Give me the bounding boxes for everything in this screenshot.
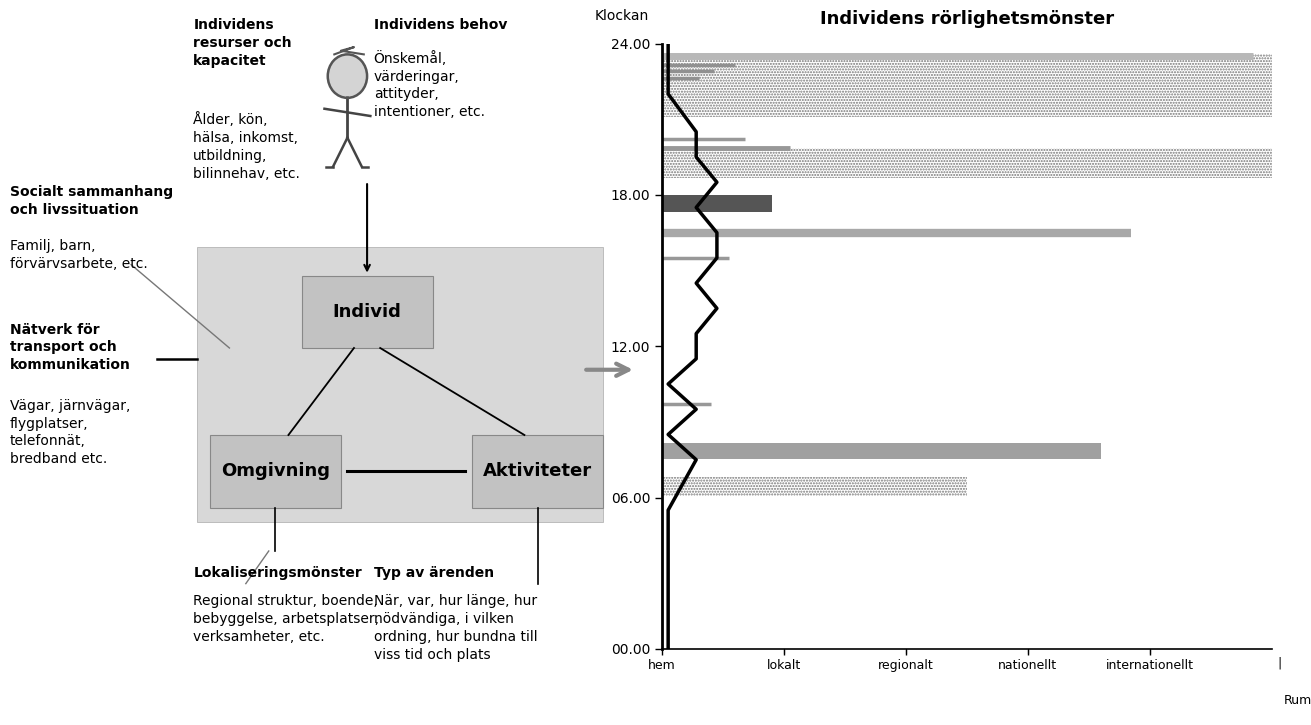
Text: Individens behov: Individens behov xyxy=(374,18,507,32)
Bar xyxy=(472,435,603,508)
Text: När, var, hur länge, hur
nödvändiga, i vilken
ordning, hur bundna till
viss tid : När, var, hur länge, hur nödvändiga, i v… xyxy=(374,594,538,662)
Text: Vägar, järnvägar,
flygplatser,
telefonnät,
bredband etc.: Vägar, järnvägar, flygplatser, telefonnä… xyxy=(10,399,130,466)
Text: Lokaliseringsmönster: Lokaliseringsmönster xyxy=(194,566,362,579)
Bar xyxy=(302,276,433,348)
Text: |: | xyxy=(1278,656,1282,669)
Bar xyxy=(662,477,968,497)
Text: Typ av ärenden: Typ av ärenden xyxy=(374,566,494,579)
Text: Individ: Individ xyxy=(333,303,401,320)
Text: Regional struktur, boende,
bebyggelse, arbetsplatser,
verksamheter, etc.: Regional struktur, boende, bebyggelse, a… xyxy=(194,594,379,645)
Text: Klockan: Klockan xyxy=(595,9,649,23)
Bar xyxy=(662,54,1272,117)
Bar xyxy=(197,247,603,522)
Bar xyxy=(662,148,1272,178)
Text: Omgivning: Omgivning xyxy=(220,463,330,480)
Text: Önskemål,
värderingar,
attityder,
intentioner, etc.: Önskemål, värderingar, attityder, intent… xyxy=(374,51,485,119)
Title: Individens rörlighetsmönster: Individens rörlighetsmönster xyxy=(819,10,1114,28)
Text: Aktiviteter: Aktiviteter xyxy=(482,463,593,480)
Bar xyxy=(662,443,1101,459)
Circle shape xyxy=(328,54,367,98)
Text: Familj, barn,
förvärvsarbete, etc.: Familj, barn, förvärvsarbete, etc. xyxy=(10,239,148,271)
Text: Nätverk för
transport och
kommunikation: Nätverk för transport och kommunikation xyxy=(10,323,131,373)
Text: Ålder, kön,
hälsa, inkomst,
utbildning,
bilinnehav, etc.: Ålder, kön, hälsa, inkomst, utbildning, … xyxy=(194,112,300,181)
Text: Socialt sammanhang
och livssituation: Socialt sammanhang och livssituation xyxy=(10,185,173,217)
Text: Individens
resurser och
kapacitet: Individens resurser och kapacitet xyxy=(194,18,292,68)
Bar xyxy=(210,435,341,508)
Text: Rum: Rum xyxy=(1283,695,1311,708)
Bar xyxy=(662,196,772,212)
